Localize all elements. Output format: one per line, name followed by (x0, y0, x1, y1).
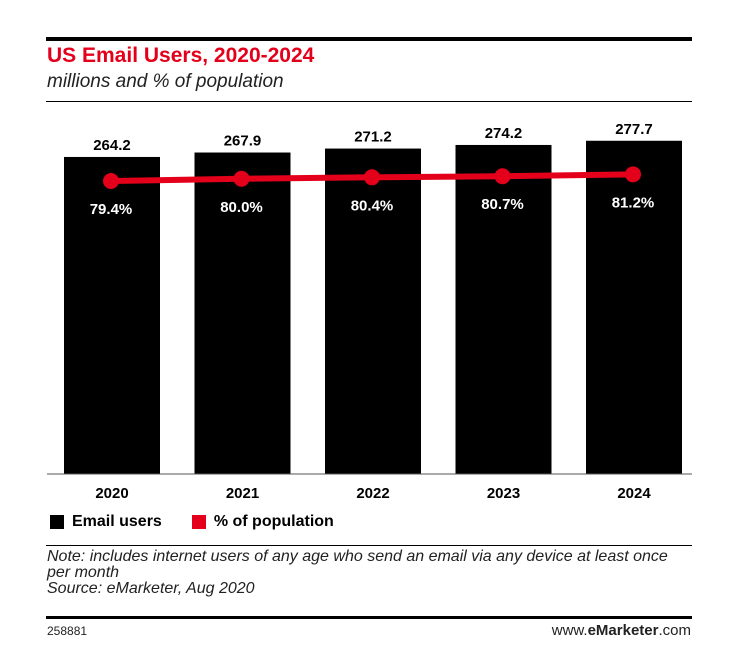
chart-subtitle: millions and % of population (47, 71, 284, 92)
legend-label-population: % of population (213, 513, 334, 530)
population-point-2020 (103, 173, 119, 189)
bar-2020 (64, 156, 160, 474)
bar-value-label-2020: 264.2 (93, 137, 131, 154)
note-block: Note: includes internet users of any age… (47, 549, 687, 597)
bar-2022 (325, 148, 421, 474)
bar-value-label-2021: 267.9 (224, 133, 262, 150)
population-label-2022: 80.4% (351, 197, 394, 214)
population-point-2021 (233, 170, 250, 187)
bar-value-label-2024: 277.7 (615, 121, 653, 138)
population-point-2022 (364, 169, 380, 186)
bar-value-label-2022: 271.2 (354, 129, 392, 146)
x-tick-label-2020: 2020 (95, 485, 128, 502)
legend-swatch-email-users (50, 515, 64, 529)
population-label-2024: 81.2% (612, 194, 655, 211)
legend: Email users % of population (50, 511, 364, 533)
brand-link[interactable]: www.eMarketer.com (552, 622, 691, 639)
bottom-rule (46, 616, 692, 619)
x-tick-label-2022: 2022 (356, 485, 389, 502)
legend-item-email-users: Email users (50, 513, 162, 531)
bar-value-label-2023: 274.2 (485, 125, 523, 142)
legend-swatch-population (191, 515, 206, 529)
chart-title: US Email Users, 2020-2024 (47, 44, 315, 67)
bar-2024 (586, 140, 682, 474)
population-label-2021: 80.0% (220, 199, 263, 216)
population-label-2023: 80.7% (481, 196, 524, 213)
population-point-2024 (625, 166, 641, 183)
brand-bold: eMarketer (587, 622, 659, 639)
bar-2023 (455, 144, 552, 474)
header-rule (46, 101, 692, 102)
chart-id: 258881 (47, 624, 88, 638)
note-source: Source: eMarketer, Aug 2020 (47, 580, 255, 597)
population-label-2020: 79.4% (90, 201, 133, 218)
legend-item-population: % of population (191, 513, 334, 531)
x-tick-label-2021: 2021 (226, 485, 259, 502)
bar-2021 (194, 152, 291, 474)
brand-prefix: www. (551, 622, 588, 639)
note-rule (46, 545, 692, 546)
legend-label-email-users: Email users (72, 513, 162, 530)
population-point-2023 (494, 168, 511, 185)
x-tick-label-2024: 2024 (617, 485, 651, 502)
note-text: Note: includes internet users of any age… (47, 548, 668, 581)
brand-suffix: .com (658, 622, 691, 639)
x-tick-label-2023: 2023 (487, 485, 520, 502)
top-rule (46, 37, 692, 41)
